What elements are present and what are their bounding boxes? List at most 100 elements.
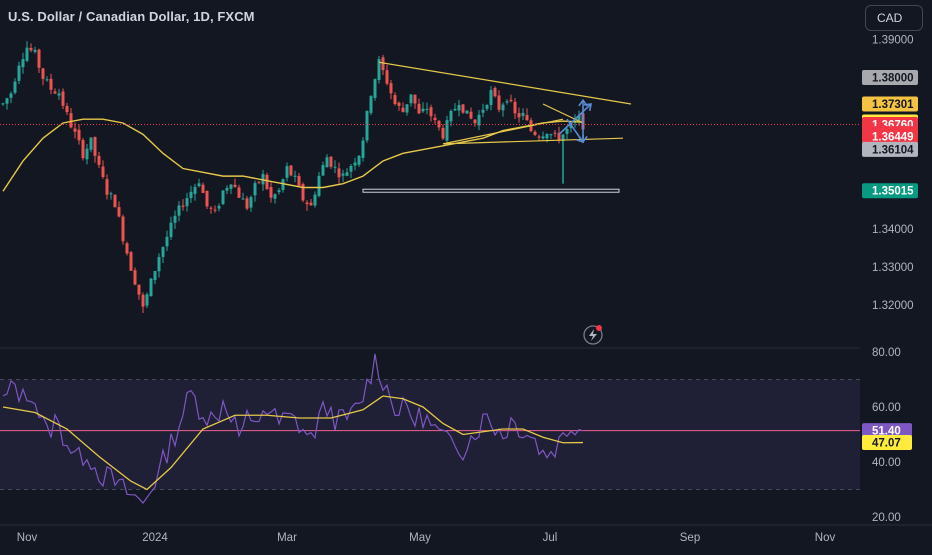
trendline[interactable] — [442, 118, 564, 145]
projection-arrows[interactable] — [558, 98, 592, 144]
svg-text:1.38000: 1.38000 — [872, 72, 914, 84]
time-tick-label: Nov — [815, 532, 836, 544]
candle-body — [213, 209, 217, 211]
candle-body — [397, 102, 401, 106]
candle-body — [89, 137, 93, 150]
rsi-value-tag: 51.40 — [862, 423, 912, 439]
candle-body — [193, 186, 197, 194]
candle-body — [313, 194, 317, 206]
price-tag: 1.38000 — [862, 69, 918, 85]
candle-body — [97, 156, 101, 165]
candle-body — [381, 57, 385, 71]
candle-body — [73, 128, 77, 132]
price-tick-label: 1.32000 — [872, 300, 914, 312]
trendline[interactable] — [442, 137, 624, 145]
candle-body — [241, 198, 245, 200]
candle-body — [277, 190, 281, 193]
candle-body — [85, 148, 89, 160]
candle-body — [33, 49, 37, 52]
candle-body — [53, 91, 57, 94]
candle-body — [261, 173, 265, 185]
candle-body — [197, 183, 201, 187]
candle-body — [129, 252, 133, 271]
price-tag: 1.36449 — [862, 128, 918, 144]
candle-body — [125, 243, 129, 254]
rsi-tick-label: 20.00 — [872, 512, 901, 524]
candle-body — [93, 137, 97, 156]
candle-body — [357, 155, 361, 165]
svg-text:1.35015: 1.35015 — [872, 186, 914, 198]
arrow-head — [578, 135, 588, 144]
candle-body — [433, 117, 437, 121]
time-tick-label: May — [409, 532, 431, 544]
support-line[interactable] — [362, 188, 620, 193]
candle-body — [513, 101, 517, 114]
candle-body — [501, 104, 505, 111]
candle-body — [317, 175, 321, 196]
candle-body — [101, 166, 105, 178]
candle-body — [273, 194, 277, 199]
candle-body — [217, 205, 221, 209]
price-tick-label: 1.34000 — [872, 224, 914, 236]
candle-body — [305, 202, 309, 205]
candle-body — [133, 270, 137, 285]
candle-body — [349, 166, 353, 172]
candle-body — [369, 96, 373, 113]
candle-body — [525, 115, 529, 121]
candle-body — [25, 47, 29, 61]
candle-body — [329, 156, 333, 167]
candle-body — [5, 98, 9, 104]
candle-body — [233, 184, 237, 187]
candle-body — [13, 81, 17, 93]
candle-body — [461, 104, 465, 113]
candle-body — [69, 113, 73, 128]
svg-text:1.36449: 1.36449 — [872, 131, 914, 143]
candle-body — [9, 93, 13, 98]
candle-body — [201, 184, 205, 193]
arrow-line — [558, 103, 592, 135]
svg-text:1.36104: 1.36104 — [872, 144, 914, 156]
candle-body — [457, 105, 461, 111]
trendline[interactable] — [542, 103, 584, 124]
candle-body — [109, 193, 113, 195]
candle-body — [141, 294, 145, 307]
trendline[interactable] — [378, 61, 632, 105]
price-tag: 1.35015 — [862, 183, 918, 199]
candle-body — [225, 188, 229, 191]
candle-body — [301, 184, 305, 201]
candle-body — [237, 187, 241, 198]
candle-body — [505, 101, 509, 103]
candle-body — [45, 79, 49, 81]
candle-body — [509, 99, 513, 102]
candle-body — [417, 103, 421, 114]
candle-body — [553, 132, 557, 134]
price-tag: 1.37301 — [862, 96, 918, 112]
candle-body — [393, 95, 397, 105]
moving-average-line[interactable] — [2, 118, 584, 192]
rsi-ma-line[interactable] — [2, 395, 584, 491]
currency-button[interactable]: CAD — [865, 5, 923, 31]
rsi-value-tag: 47.07 — [862, 435, 912, 451]
candle-body — [469, 111, 473, 119]
rsi-line[interactable] — [2, 353, 584, 504]
candle-body — [481, 109, 485, 113]
candle-body — [265, 174, 269, 189]
candle-body — [465, 110, 469, 114]
candle-body — [169, 222, 173, 238]
arrow-head — [578, 98, 588, 107]
candle-body — [441, 127, 445, 139]
candle-body — [153, 271, 157, 281]
candle-body — [137, 284, 141, 295]
candle-body — [37, 49, 41, 68]
lightning-icon[interactable] — [583, 325, 603, 345]
candle-body — [105, 179, 109, 195]
candle-body — [449, 110, 453, 122]
time-tick-label: Mar — [277, 532, 297, 544]
candle-body — [173, 215, 177, 223]
candle-body — [41, 68, 45, 79]
candle-body — [421, 108, 425, 112]
candle-body — [81, 140, 85, 159]
candle-body — [181, 205, 185, 207]
